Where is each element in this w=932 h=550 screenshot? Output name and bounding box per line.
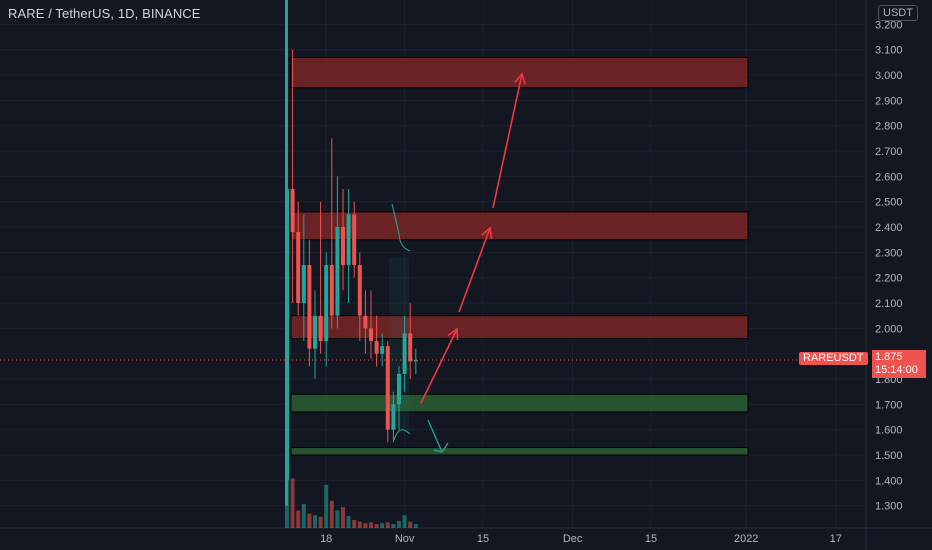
volume-bar [397, 520, 401, 528]
candle-body[interactable] [301, 265, 306, 304]
candle-body[interactable] [374, 341, 379, 354]
chart-title[interactable]: RARE / TetherUS, 1D, BINANCE [8, 6, 201, 21]
volume-bar [369, 522, 373, 528]
volume-bar [402, 515, 407, 528]
currency-button[interactable]: USDT [878, 5, 918, 21]
volume-bar [385, 522, 390, 528]
y-tick-label: 2.000 [875, 323, 903, 335]
volume-bar [352, 520, 357, 528]
volume-bar [391, 524, 396, 528]
candle-body[interactable] [385, 346, 390, 430]
projection-arrow [427, 419, 443, 453]
last-price-label: 1.875 15:14:00 [872, 350, 926, 378]
candle-body[interactable] [408, 333, 413, 362]
volume-bar [313, 515, 317, 528]
volume-bar [296, 510, 301, 528]
y-tick-label: 1.300 [875, 501, 903, 513]
volume-bar [346, 516, 351, 528]
symbol-price-label: RAREUSDT [799, 352, 868, 365]
y-tick-label: 2.100 [875, 298, 903, 310]
arrow-head [481, 226, 493, 239]
volume-bar [357, 521, 362, 528]
candle-body[interactable] [369, 328, 373, 342]
volume-bar [335, 510, 340, 528]
y-tick-label: 2.800 [875, 121, 903, 133]
volume-bar [341, 507, 345, 528]
trend-arrow[interactable] [492, 73, 523, 209]
volume-bar [318, 516, 323, 528]
trend-arrow[interactable] [420, 328, 458, 404]
y-tick-label: 2.400 [875, 222, 903, 234]
volume-bar [380, 523, 385, 528]
candle-body[interactable] [296, 232, 301, 304]
candle-body[interactable] [363, 315, 368, 329]
y-tick-label: 3.200 [875, 19, 903, 31]
candle-body[interactable] [285, 0, 288, 506]
volume-bar [329, 500, 334, 528]
y-tick-label: 3.100 [875, 45, 903, 57]
y-tick-label: 2.200 [875, 273, 903, 285]
candle-body[interactable] [329, 265, 334, 316]
x-tick-label: 15 [645, 533, 657, 545]
volume-bar [307, 513, 312, 528]
resistance-zone[interactable] [290, 211, 749, 241]
x-tick-label: Nov [395, 533, 415, 545]
candle-body[interactable] [352, 214, 357, 266]
x-tick-label: Dec [563, 533, 583, 545]
y-tick-label: 2.600 [875, 171, 903, 183]
candle-body[interactable] [307, 265, 312, 349]
projection-box [389, 257, 409, 430]
candle-body[interactable] [380, 346, 385, 354]
candle-body[interactable] [413, 360, 418, 362]
y-tick-label: 2.300 [875, 247, 903, 259]
support-zone[interactable] [290, 393, 749, 413]
x-tick-label: 15 [477, 533, 489, 545]
candle-body[interactable] [290, 189, 295, 233]
candle-body[interactable] [324, 265, 329, 342]
candle-body[interactable] [402, 333, 407, 374]
candle-body[interactable] [346, 214, 351, 266]
support-zone[interactable] [290, 446, 749, 456]
candle-body[interactable] [357, 265, 362, 316]
y-tick-label: 1.700 [875, 399, 903, 411]
volume-bar [290, 478, 295, 528]
trend-arrow[interactable] [458, 227, 491, 313]
last-price-value: 1.875 [875, 351, 903, 363]
candle-body[interactable] [335, 227, 340, 316]
x-tick-label: 2022 [734, 533, 758, 545]
candle-body[interactable] [391, 404, 396, 430]
arrow-head [514, 72, 526, 85]
volume-bar [363, 523, 368, 528]
volume-bar [324, 484, 329, 528]
y-tick-label: 3.000 [875, 70, 903, 82]
volume-bar [374, 524, 379, 528]
projection-curve [391, 203, 411, 252]
x-tick-label: 17 [830, 533, 842, 545]
arrow-head [447, 327, 459, 341]
candle-body[interactable] [318, 315, 323, 342]
projection-arrow-head [433, 442, 449, 453]
candle-body[interactable] [397, 373, 401, 405]
y-tick-label: 1.400 [875, 475, 903, 487]
y-tick-label: 2.700 [875, 146, 903, 158]
y-tick-label: 2.500 [875, 197, 903, 209]
resistance-zone[interactable] [290, 315, 749, 339]
y-tick-label: 1.600 [875, 425, 903, 437]
volume-bar [413, 524, 418, 528]
candle-body[interactable] [341, 227, 345, 266]
y-tick-label: 1.500 [875, 450, 903, 462]
volume-bar [301, 504, 306, 528]
volume-bar [408, 521, 413, 528]
x-tick-label: 18 [320, 533, 332, 545]
projection-curve [393, 429, 411, 441]
bar-countdown: 15:14:00 [875, 364, 918, 376]
candle-body[interactable] [313, 315, 317, 349]
y-tick-label: 2.900 [875, 95, 903, 107]
